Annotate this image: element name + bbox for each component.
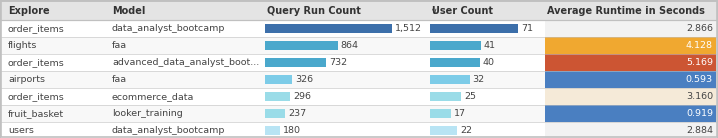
Bar [430, 126, 457, 135]
Text: 25: 25 [464, 92, 476, 101]
Bar [1, 2, 717, 20]
Text: 17: 17 [454, 109, 466, 118]
Text: users: users [8, 126, 34, 135]
Text: Explore: Explore [8, 6, 50, 16]
Text: ecommerce_data: ecommerce_data [112, 92, 195, 101]
Text: airports: airports [8, 75, 45, 84]
Text: 32: 32 [472, 75, 485, 84]
Text: 4.128: 4.128 [686, 41, 713, 50]
Bar [545, 71, 716, 88]
Bar [430, 75, 470, 84]
Bar [545, 122, 716, 138]
Text: 71: 71 [521, 24, 533, 33]
Text: faa: faa [112, 41, 127, 50]
Text: User Count: User Count [432, 6, 493, 16]
Text: 2.866: 2.866 [686, 24, 713, 33]
Text: faa: faa [112, 75, 127, 84]
Text: 40: 40 [482, 58, 495, 67]
Text: 41: 41 [484, 41, 496, 50]
Bar [545, 37, 716, 54]
Bar [1, 105, 717, 122]
Bar [265, 92, 290, 101]
Bar [545, 105, 716, 122]
Bar [265, 58, 327, 67]
Bar [430, 92, 461, 101]
Text: 3.160: 3.160 [686, 92, 713, 101]
Text: looker_training: looker_training [112, 109, 183, 118]
Text: Average Runtime in Seconds: Average Runtime in Seconds [547, 6, 705, 16]
Bar [545, 54, 716, 71]
Text: fruit_basket: fruit_basket [8, 109, 64, 118]
Text: 2.884: 2.884 [686, 126, 713, 135]
Bar [265, 126, 280, 135]
Bar [265, 41, 337, 50]
Bar [430, 109, 451, 118]
Text: 5.169: 5.169 [686, 58, 713, 67]
Text: 0.593: 0.593 [686, 75, 713, 84]
Bar [1, 71, 717, 88]
Text: 0.919: 0.919 [686, 109, 713, 118]
Text: 180: 180 [283, 126, 301, 135]
Bar [430, 24, 518, 33]
Text: 296: 296 [293, 92, 311, 101]
Text: data_analyst_bootcamp: data_analyst_bootcamp [112, 126, 225, 135]
Text: ∨: ∨ [431, 6, 437, 15]
Bar [1, 37, 717, 54]
Text: data_analyst_bootcamp: data_analyst_bootcamp [112, 24, 225, 33]
Bar [545, 88, 716, 105]
Text: 22: 22 [460, 126, 472, 135]
Bar [265, 75, 292, 84]
Text: Model: Model [112, 6, 145, 16]
Text: flights: flights [8, 41, 37, 50]
Text: 326: 326 [295, 75, 314, 84]
Text: Query Run Count: Query Run Count [267, 6, 361, 16]
Bar [265, 109, 285, 118]
Bar [265, 24, 392, 33]
Text: 732: 732 [330, 58, 348, 67]
Text: order_items: order_items [8, 92, 65, 101]
Text: order_items: order_items [8, 58, 65, 67]
Text: order_items: order_items [8, 24, 65, 33]
Text: 864: 864 [340, 41, 358, 50]
Text: 1,512: 1,512 [395, 24, 422, 33]
Bar [545, 20, 716, 37]
Bar [1, 122, 717, 138]
Bar [430, 41, 481, 50]
Bar [1, 20, 717, 37]
Text: 237: 237 [288, 109, 306, 118]
Bar [1, 54, 717, 71]
Bar [430, 58, 480, 67]
Bar [1, 88, 717, 105]
Text: advanced_data_analyst_boot...: advanced_data_analyst_boot... [112, 58, 259, 67]
